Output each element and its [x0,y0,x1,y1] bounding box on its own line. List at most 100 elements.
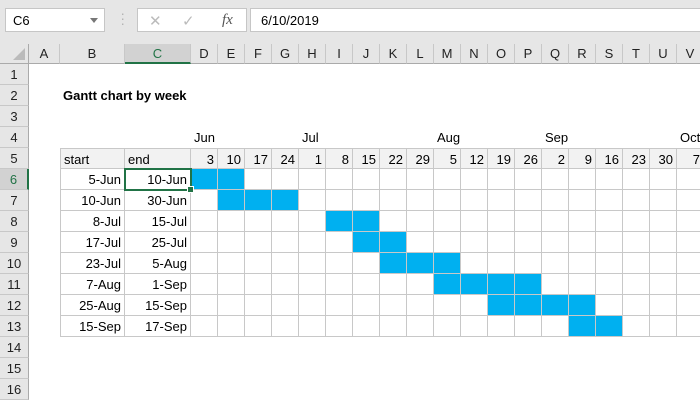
gantt-cell[interactable] [218,274,245,295]
column-header-I[interactable]: I [326,44,353,64]
gantt-cell[interactable] [623,190,650,211]
gantt-cell[interactable] [677,190,700,211]
row-header-11[interactable]: 11 [0,274,29,295]
gantt-cell[interactable] [650,295,677,316]
gantt-bar-cell[interactable] [596,316,623,337]
column-header-G[interactable]: G [272,44,299,64]
gantt-cell[interactable] [677,232,700,253]
gantt-cell[interactable] [515,169,542,190]
gantt-cell[interactable] [596,169,623,190]
task-start[interactable]: 23-Jul [60,253,125,274]
row-header-9[interactable]: 9 [0,232,29,253]
gantt-cell[interactable] [677,295,700,316]
gantt-cell[interactable] [461,295,488,316]
gantt-cell[interactable] [542,316,569,337]
gantt-cell[interactable] [326,316,353,337]
gantt-cell[interactable] [245,169,272,190]
gantt-cell[interactable] [272,211,299,232]
gantt-cell[interactable] [245,295,272,316]
gantt-cell[interactable] [461,190,488,211]
week-header[interactable]: 23 [623,148,650,169]
gantt-cell[interactable] [407,211,434,232]
gantt-cell[interactable] [569,253,596,274]
gantt-bar-cell[interactable] [434,274,461,295]
gantt-cell[interactable] [353,253,380,274]
drag-handle-icon[interactable]: ⋅ ⋅ ⋅ [121,9,125,31]
gantt-cell[interactable] [191,274,218,295]
week-header[interactable]: 29 [407,148,434,169]
row-header-4[interactable]: 4 [0,127,29,148]
gantt-cell[interactable] [191,190,218,211]
gantt-cell[interactable] [461,253,488,274]
gantt-cell[interactable] [299,169,326,190]
gantt-bar-cell[interactable] [245,190,272,211]
column-header-D[interactable]: D [191,44,218,64]
gantt-bar-cell[interactable] [515,274,542,295]
gantt-cell[interactable] [218,211,245,232]
row-header-8[interactable]: 8 [0,211,29,232]
task-start[interactable]: 8-Jul [60,211,125,232]
insert-function-icon[interactable]: fx [222,12,233,28]
week-header[interactable]: 8 [326,148,353,169]
gantt-cell[interactable] [677,169,700,190]
gantt-cell[interactable] [434,232,461,253]
cancel-icon[interactable]: ✕ [149,13,162,30]
gantt-bar-cell[interactable] [488,274,515,295]
column-header-Q[interactable]: Q [542,44,569,64]
task-end[interactable]: 1-Sep [125,274,191,295]
gantt-cell[interactable] [299,274,326,295]
gantt-cell[interactable] [488,253,515,274]
row-header-15[interactable]: 15 [0,358,29,379]
gantt-cell[interactable] [650,253,677,274]
formula-input[interactable]: 6/10/2019 [250,8,700,32]
gantt-cell[interactable] [407,274,434,295]
gantt-cell[interactable] [515,316,542,337]
row-header-7[interactable]: 7 [0,190,29,211]
gantt-cell[interactable] [569,190,596,211]
week-header[interactable]: 24 [272,148,299,169]
gantt-bar-cell[interactable] [326,211,353,232]
row-header-3[interactable]: 3 [0,106,29,127]
column-header-V[interactable]: V [677,44,700,64]
gantt-cell[interactable] [326,295,353,316]
row-header-1[interactable]: 1 [0,64,29,85]
gantt-cell[interactable] [650,190,677,211]
row-header-16[interactable]: 16 [0,379,29,400]
gantt-cell[interactable] [542,190,569,211]
chevron-down-icon[interactable] [90,18,98,23]
gantt-cell[interactable] [380,190,407,211]
gantt-cell[interactable] [569,274,596,295]
gantt-cell[interactable] [353,316,380,337]
week-header[interactable]: 5 [434,148,461,169]
gantt-cell[interactable] [299,211,326,232]
week-header[interactable]: 22 [380,148,407,169]
gantt-cell[interactable] [191,316,218,337]
column-header-A[interactable]: A [29,44,60,64]
gantt-cell[interactable] [326,232,353,253]
name-box[interactable]: C6 [5,8,105,32]
column-header-L[interactable]: L [407,44,434,64]
task-start[interactable]: 25-Aug [60,295,125,316]
gantt-cell[interactable] [326,253,353,274]
column-header-T[interactable]: T [623,44,650,64]
week-header[interactable]: 1 [299,148,326,169]
gantt-cell[interactable] [353,274,380,295]
gantt-cell[interactable] [623,232,650,253]
gantt-cell[interactable] [677,211,700,232]
gantt-cell[interactable] [623,316,650,337]
gantt-cell[interactable] [191,211,218,232]
gantt-cell[interactable] [677,316,700,337]
gantt-cell[interactable] [623,211,650,232]
gantt-cell[interactable] [407,169,434,190]
task-end[interactable]: 10-Jun [125,169,191,190]
gantt-cell[interactable] [245,211,272,232]
gantt-cell[interactable] [515,232,542,253]
column-header-E[interactable]: E [218,44,245,64]
gantt-cell[interactable] [434,169,461,190]
header-start[interactable]: start [60,148,125,169]
gantt-cell[interactable] [272,316,299,337]
gantt-bar-cell[interactable] [569,295,596,316]
gantt-cell[interactable] [245,232,272,253]
gantt-cell[interactable] [461,169,488,190]
gantt-cell[interactable] [218,232,245,253]
